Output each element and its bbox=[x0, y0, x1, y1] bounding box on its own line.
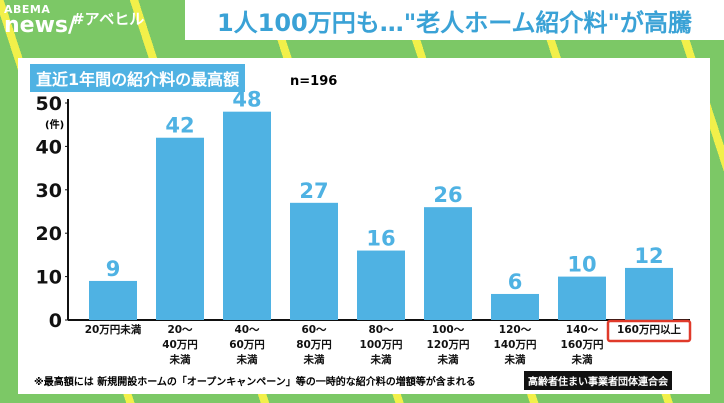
x-tick-label: 160万円以上 bbox=[617, 323, 681, 336]
bar bbox=[558, 276, 606, 320]
bar bbox=[89, 280, 137, 320]
x-tick-label: 80万円 bbox=[296, 339, 332, 351]
x-tick-label: 140万円 bbox=[494, 339, 537, 351]
x-tick-label: 未満 bbox=[303, 353, 325, 366]
x-tick-label: 未満 bbox=[437, 353, 459, 366]
bar-value-label: 10 bbox=[567, 253, 596, 277]
y-tick-label: 50 bbox=[36, 93, 62, 115]
y-tick-label: 40 bbox=[36, 136, 62, 158]
bar-value-label: 42 bbox=[165, 114, 194, 138]
x-tick-label: 100〜 bbox=[432, 324, 465, 336]
x-tick-label: 20〜 bbox=[167, 324, 193, 336]
x-tick-label: 60〜 bbox=[301, 324, 327, 336]
highlight-box bbox=[606, 319, 692, 343]
bar-value-label: 16 bbox=[366, 227, 395, 251]
bar bbox=[491, 293, 539, 320]
bar bbox=[424, 207, 472, 320]
y-axis-unit: (件) bbox=[45, 118, 64, 131]
bar-value-label: 27 bbox=[299, 179, 328, 203]
y-tick-label: 30 bbox=[36, 180, 62, 202]
headline: 1人100万円も…"老人ホーム紹介料"が高騰 bbox=[185, 0, 724, 40]
x-tick-label: 未満 bbox=[571, 353, 593, 366]
x-tick-label: 40〜 bbox=[234, 324, 260, 336]
x-tick-label: 60万円 bbox=[229, 339, 265, 351]
bar-value-label: 48 bbox=[232, 88, 261, 112]
x-tick-label: 120万円 bbox=[427, 339, 470, 351]
abema-news-logo: ABEMA news/ bbox=[4, 3, 77, 38]
x-tick-label: 20万円未満 bbox=[85, 323, 142, 336]
bar-value-label: 9 bbox=[106, 257, 121, 281]
source-label: 高齢者住まい事業者団体連合会 bbox=[524, 371, 672, 390]
y-tick-label: 10 bbox=[36, 267, 62, 289]
hashtag: #アベヒル bbox=[72, 10, 145, 28]
chart-title: 直近1年間の紹介料の最高額 bbox=[30, 64, 246, 92]
bar-value-label: 26 bbox=[433, 183, 462, 207]
chart-panel bbox=[18, 58, 710, 394]
x-tick-label: 100万円 bbox=[360, 339, 403, 351]
sample-size: n=196 bbox=[290, 74, 338, 89]
x-tick-label: 140〜 bbox=[566, 324, 599, 336]
bar bbox=[625, 267, 673, 320]
footnote: ※最高額には 新規開設ホームの「オープンキャンペーン」等の一時的な紹介料の増額等… bbox=[34, 377, 476, 388]
x-tick-label: 40万円 bbox=[162, 339, 198, 351]
x-tick-label: 120〜 bbox=[499, 324, 532, 336]
y-tick-label: 20 bbox=[36, 223, 62, 245]
bar bbox=[156, 137, 204, 320]
x-tick-label: 未満 bbox=[236, 353, 258, 366]
x-tick-label: 未満 bbox=[370, 353, 392, 366]
x-tick-label: 未満 bbox=[169, 353, 191, 366]
bar bbox=[357, 250, 405, 320]
x-tick-label: 80〜 bbox=[368, 324, 394, 336]
bar bbox=[290, 202, 338, 320]
bar bbox=[223, 111, 271, 321]
x-tick-label: 160万円 bbox=[561, 339, 604, 351]
bar-value-label: 12 bbox=[634, 244, 663, 268]
x-tick-label: 未満 bbox=[504, 353, 526, 366]
y-tick-label: 0 bbox=[49, 310, 62, 332]
bar-value-label: 6 bbox=[508, 270, 523, 294]
